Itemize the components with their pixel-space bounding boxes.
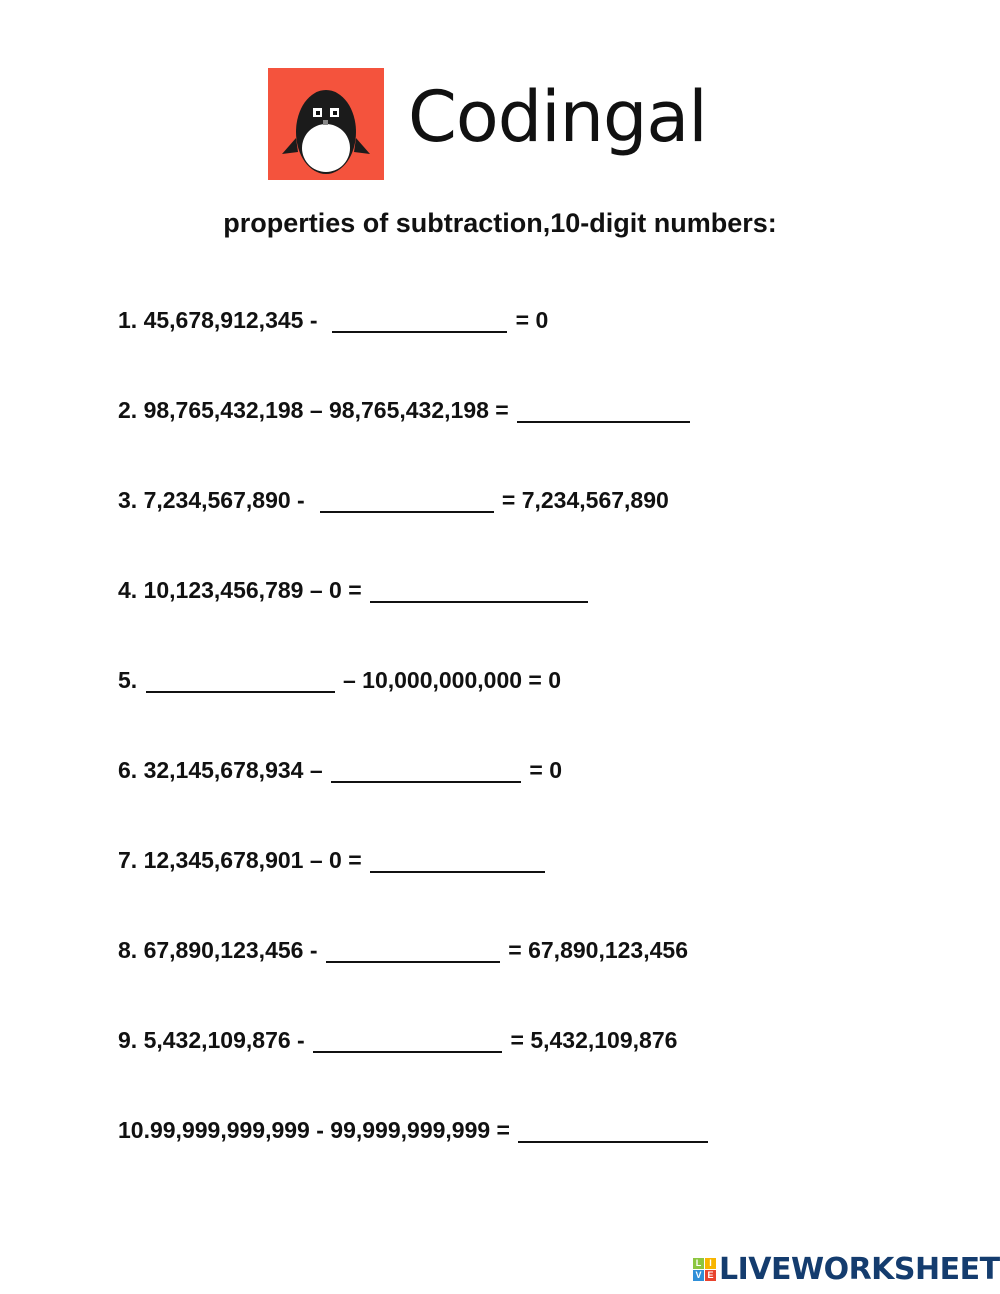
question-prefix: 2. 98,765,432,198 – 98,765,432,198 =	[118, 397, 516, 423]
question-prefix: 3. 7,234,567,890 -	[118, 487, 318, 513]
question-prefix: 8. 67,890,123,456 -	[118, 937, 324, 963]
question-prefix: 7. 12,345,678,901 – 0 =	[118, 847, 369, 873]
tile-v: V	[693, 1269, 704, 1281]
answer-blank[interactable]	[518, 1119, 709, 1143]
answer-blank[interactable]	[331, 759, 522, 783]
answer-blank[interactable]	[332, 309, 508, 333]
question-4: 4. 10,123,456,789 – 0 =	[118, 575, 590, 605]
question-10: 10.99,999,999,999 - 99,999,999,999 =	[118, 1115, 710, 1145]
question-5: 5. – 10,000,000,000 = 0	[118, 665, 561, 695]
tile-l: L	[693, 1257, 704, 1269]
question-8: 8. 67,890,123,456 - = 67,890,123,456	[118, 935, 688, 965]
question-1: 1. 45,678,912,345 - = 0	[118, 305, 548, 335]
answer-blank[interactable]	[370, 849, 546, 873]
question-7: 7. 12,345,678,901 – 0 =	[118, 845, 547, 875]
question-3: 3. 7,234,567,890 - = 7,234,567,890	[118, 485, 669, 515]
answer-blank[interactable]	[145, 669, 335, 693]
question-prefix: 6. 32,145,678,934 –	[118, 757, 330, 783]
question-suffix: = 0	[509, 307, 549, 333]
question-prefix: 5.	[118, 667, 144, 693]
question-suffix: = 67,890,123,456	[501, 937, 688, 963]
tile-e: E	[705, 1269, 716, 1281]
question-prefix: 10.99,999,999,999 - 99,999,999,999 =	[118, 1117, 517, 1143]
question-9: 9. 5,432,109,876 - = 5,432,109,876	[118, 1025, 677, 1055]
codingal-logo: Codingal	[268, 68, 708, 180]
answer-blank[interactable]	[517, 399, 691, 423]
question-suffix: – 10,000,000,000 = 0	[336, 667, 562, 693]
question-prefix: 1. 45,678,912,345 -	[118, 307, 331, 333]
answer-blank[interactable]	[370, 579, 589, 603]
question-suffix: = 7,234,567,890	[495, 487, 669, 513]
question-suffix: = 0	[523, 757, 563, 783]
liveworksheets-logo: L I V E LIVEWORKSHEETS	[693, 1251, 1000, 1287]
question-2: 2. 98,765,432,198 – 98,765,432,198 =	[118, 395, 692, 425]
answer-blank[interactable]	[325, 939, 500, 963]
tile-i: I	[705, 1257, 716, 1269]
question-6: 6. 32,145,678,934 – = 0	[118, 755, 562, 785]
logo-text: Codingal	[408, 76, 708, 158]
worksheet-title: properties of subtraction,10-digit numbe…	[223, 208, 777, 238]
question-prefix: 9. 5,432,109,876 -	[118, 1027, 312, 1053]
answer-blank[interactable]	[313, 1029, 503, 1053]
answer-blank[interactable]	[319, 489, 494, 513]
live-tiles-icon: L I V E	[693, 1257, 716, 1281]
question-suffix: = 5,432,109,876	[504, 1027, 678, 1053]
question-prefix: 4. 10,123,456,789 – 0 =	[118, 577, 369, 603]
liveworksheets-text: LIVEWORKSHEETS	[719, 1251, 1000, 1287]
penguin-icon	[268, 68, 384, 180]
